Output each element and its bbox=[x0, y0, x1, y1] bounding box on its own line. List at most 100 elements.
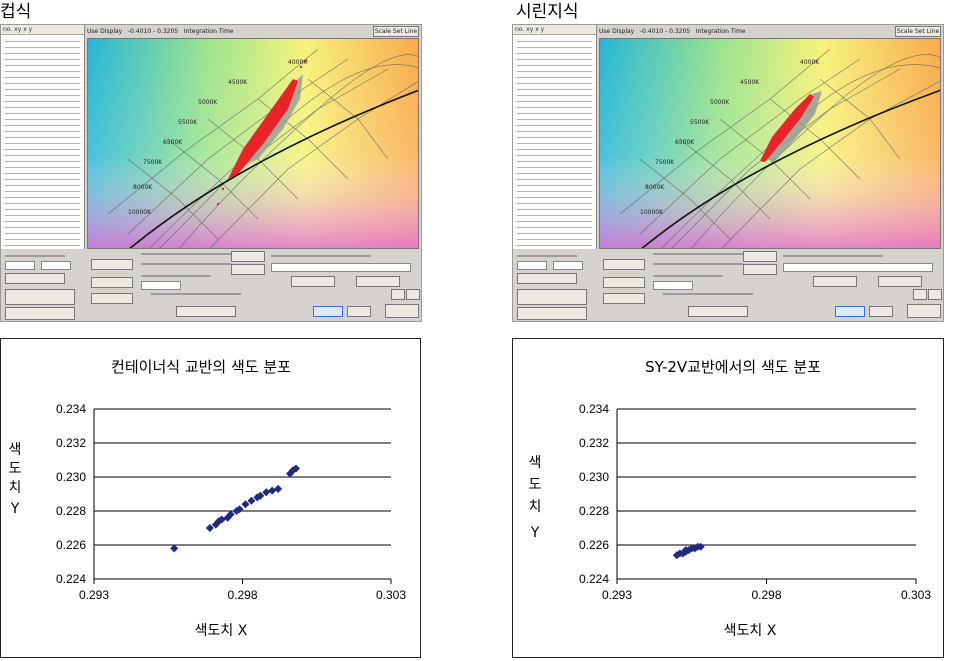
right-chart-plot-area: 0.224 0.226 0.228 0.230 0.232 0.234 0.293 0.298… bbox=[579, 402, 931, 602]
right-chart-x-tick-label: 0.293 bbox=[602, 588, 632, 602]
left-button-1[interactable] bbox=[5, 273, 65, 284]
left-field-3[interactable] bbox=[141, 281, 181, 290]
right-comment-field[interactable] bbox=[783, 263, 933, 272]
left-end-button[interactable] bbox=[385, 304, 419, 318]
right-field-2[interactable] bbox=[553, 261, 583, 270]
left-button-6[interactable] bbox=[91, 293, 133, 304]
left-button-3[interactable] bbox=[5, 307, 75, 320]
left-chart-data-point bbox=[256, 491, 265, 500]
left-button-10[interactable] bbox=[291, 276, 335, 287]
left-chart-y-tick-label: 0.228 bbox=[56, 504, 86, 518]
left-chart-y-tick-label: 0.230 bbox=[56, 470, 86, 484]
left-measurement-table[interactable]: no. xy x y bbox=[1, 25, 85, 249]
left-chart-data-point bbox=[223, 513, 232, 522]
right-button-9[interactable] bbox=[743, 264, 777, 275]
right-scale-button[interactable]: Scale Set Line bbox=[895, 26, 941, 37]
right-chart-y-label-2: 도 bbox=[529, 477, 542, 493]
right-button-14[interactable] bbox=[869, 306, 893, 317]
left-chart-y-label-4: Y bbox=[10, 501, 20, 517]
right-button-6[interactable] bbox=[603, 293, 645, 304]
left-chart-data-point bbox=[241, 500, 250, 509]
right-button-11[interactable] bbox=[878, 276, 922, 287]
left-blue-button[interactable] bbox=[313, 306, 343, 317]
right-chart-data-point bbox=[696, 542, 705, 551]
left-button-8[interactable] bbox=[231, 251, 265, 262]
left-chart-data-point bbox=[268, 486, 277, 495]
left-label-stroke-1 bbox=[5, 255, 65, 257]
left-chart-data-point bbox=[170, 544, 179, 553]
right-chart-y-tick-label: 0.232 bbox=[579, 436, 609, 450]
right-button-7[interactable] bbox=[688, 306, 748, 317]
right-label-stroke-2 bbox=[653, 253, 743, 255]
right-button-1[interactable] bbox=[517, 273, 577, 284]
right-label-stroke-5 bbox=[663, 293, 753, 295]
right-button-2[interactable] bbox=[517, 289, 587, 305]
svg-text:7500K: 7500K bbox=[143, 159, 163, 166]
right-button-3[interactable] bbox=[517, 307, 587, 320]
right-chart-x-tick-label: 0.298 bbox=[751, 588, 781, 602]
left-label-stroke-6 bbox=[271, 255, 371, 257]
right-chart-y-tick-label: 0.224 bbox=[579, 572, 609, 586]
left-chart-x-tick-label: 0.303 bbox=[376, 588, 406, 602]
left-field-1[interactable] bbox=[5, 261, 35, 270]
right-chart-data-point bbox=[678, 549, 687, 558]
left-button-2[interactable] bbox=[5, 289, 75, 305]
right-field-1[interactable] bbox=[517, 261, 547, 270]
left-button-5[interactable] bbox=[91, 277, 133, 288]
left-scatter-chart: 컨테이너식 교반의 색도 분포 0.224 0.226 0.228 0.230 0.23… bbox=[0, 338, 421, 658]
right-button-12[interactable] bbox=[913, 289, 927, 300]
right-chart-y-tick-label: 0.230 bbox=[579, 470, 609, 484]
left-display-option[interactable]: Use Display bbox=[87, 28, 123, 35]
right-button-4[interactable] bbox=[603, 259, 645, 270]
left-button-9[interactable] bbox=[231, 264, 265, 275]
right-scatter-chart: SY-2V교반에서의 색도 분포 0.224 0.226 0.228 0.230 0.2… bbox=[512, 338, 944, 658]
left-comment-field[interactable] bbox=[271, 263, 411, 272]
left-table-header: no. xy x y bbox=[1, 25, 84, 35]
left-button-14[interactable] bbox=[347, 306, 371, 317]
right-label-stroke-3 bbox=[653, 263, 743, 265]
right-label-stroke-6 bbox=[783, 255, 883, 257]
right-chart-y-label-4: Y bbox=[530, 525, 540, 541]
svg-text:5500K: 5500K bbox=[178, 119, 198, 126]
left-chart-data-point bbox=[217, 515, 226, 524]
right-end-button[interactable] bbox=[907, 304, 941, 318]
right-diagram-svg: 4000K 4500K 5000K 5500K 6500K 7500K 8000K 10… bbox=[600, 39, 940, 248]
left-chart-y-tick-label: 0.232 bbox=[56, 436, 86, 450]
left-label-stroke-2 bbox=[141, 253, 231, 255]
left-button-4[interactable] bbox=[91, 259, 133, 270]
right-button-8[interactable] bbox=[743, 251, 777, 262]
right-chromaticity-diagram: 4000K 4500K 5000K 5500K 6500K 7500K 8000K 10… bbox=[599, 38, 941, 249]
right-field-3[interactable] bbox=[653, 281, 693, 290]
right-chart-y-label-1: 색 bbox=[529, 455, 542, 471]
right-chart-data-point bbox=[684, 546, 693, 555]
right-chart-x-label: 색도치 X bbox=[724, 623, 777, 639]
right-display-option[interactable]: Use Display bbox=[599, 28, 635, 35]
left-chart-y-tick-label: 0.226 bbox=[56, 538, 86, 552]
left-chart-svg: 컨테이너식 교반의 색도 분포 0.224 0.226 0.228 0.230 0.23… bbox=[9, 358, 407, 639]
right-button-5[interactable] bbox=[603, 277, 645, 288]
right-button-10[interactable] bbox=[813, 276, 857, 287]
left-button-12[interactable] bbox=[391, 289, 405, 300]
left-field-2[interactable] bbox=[41, 261, 71, 270]
left-table-rows bbox=[1, 36, 84, 249]
right-range-text: -0.4010 - 0.3205 bbox=[639, 28, 691, 35]
right-topbar: Use Display -0.4010 - 0.3205 Integration… bbox=[599, 26, 941, 38]
svg-text:4500K: 4500K bbox=[740, 79, 760, 86]
right-measurement-table[interactable]: no. xy x y bbox=[513, 25, 597, 249]
right-heading: 시린지식 bbox=[516, 2, 579, 22]
left-scale-button[interactable]: Scale Set Line bbox=[373, 26, 419, 37]
right-button-13[interactable] bbox=[928, 289, 942, 300]
left-button-13[interactable] bbox=[406, 289, 420, 300]
left-chart-data-point bbox=[226, 510, 235, 519]
left-chart-y-label-2: 도 bbox=[9, 461, 22, 477]
right-label-stroke-4 bbox=[653, 275, 723, 277]
left-button-7[interactable] bbox=[176, 306, 236, 317]
left-chart-data-point bbox=[235, 505, 244, 514]
left-button-11[interactable] bbox=[356, 276, 400, 287]
left-chart-data-point bbox=[211, 520, 220, 529]
right-table-header: no. xy x y bbox=[513, 25, 596, 35]
left-chart-plot-area: 0.224 0.226 0.228 0.230 0.232 0.234 0.293 0.298… bbox=[56, 402, 406, 602]
right-blue-button[interactable] bbox=[835, 306, 865, 317]
svg-text:8000K: 8000K bbox=[645, 184, 665, 191]
right-chart-y-tick-label: 0.226 bbox=[579, 538, 609, 552]
